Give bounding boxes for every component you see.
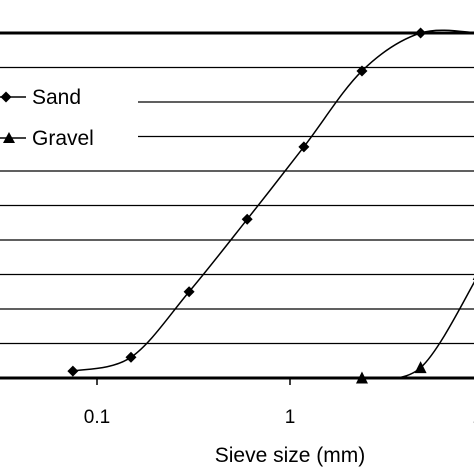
data-point-sand [415, 27, 427, 39]
data-point-gravel [414, 361, 427, 374]
x-ticks: 0.1 1 10 [84, 378, 474, 428]
x-tick-label: 1 [285, 407, 296, 428]
legend-gravel-marker [3, 132, 15, 143]
x-tick-label: 10 [472, 407, 474, 428]
x-axis-title: Sieve size (mm) [215, 444, 366, 467]
data-point-sand [125, 351, 137, 363]
series-lines [67, 27, 474, 384]
data-point-sand [67, 365, 79, 377]
legend-label-gravel: Gravel [32, 127, 94, 150]
x-tick-label: 0.1 [84, 407, 110, 428]
legend-sand-marker [0, 91, 12, 103]
legend: Sand Gravel [0, 80, 138, 152]
series-line-sand [72, 29, 474, 372]
data-point-sand [356, 65, 368, 77]
data-point-sand [241, 213, 253, 225]
legend-label-sand: Sand [32, 86, 81, 109]
data-point-sand [298, 141, 310, 153]
series-line-gravel [361, 281, 474, 380]
data-point-sand [183, 286, 195, 298]
data-point-gravel [355, 371, 368, 384]
legend-box [0, 80, 138, 152]
